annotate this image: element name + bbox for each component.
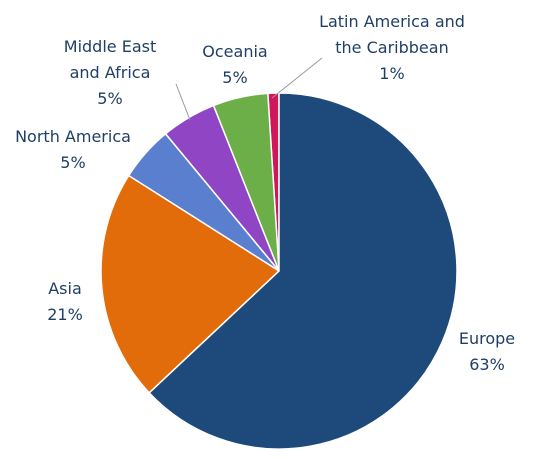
category-label: Asia <box>48 279 82 298</box>
slice-label: Latin America and the Caribbean 1% <box>307 9 477 87</box>
value-label: 5% <box>97 89 123 108</box>
category-label: Oceania <box>202 42 268 61</box>
slice-label: Europe 63% <box>442 326 532 378</box>
category-label: Europe <box>458 329 516 348</box>
slice-label: Middle East and Africa 5% <box>53 34 168 112</box>
value-label: 1% <box>379 64 405 83</box>
leader-line <box>175 83 191 121</box>
category-label: North America <box>15 127 131 146</box>
category-label: Middle East and Africa <box>63 37 157 82</box>
value-label: 5% <box>60 153 86 172</box>
slice-label: Oceania 5% <box>195 39 275 91</box>
leader-line <box>271 57 323 99</box>
pie-slice <box>148 92 458 450</box>
value-label: 21% <box>47 305 83 324</box>
category-label: Latin America and the Caribbean <box>319 12 465 57</box>
slice-label: Asia 21% <box>25 276 105 328</box>
value-label: 63% <box>469 355 505 374</box>
pie-slice <box>100 174 281 394</box>
value-label: 5% <box>222 68 248 87</box>
slice-label: North America 5% <box>0 124 148 176</box>
